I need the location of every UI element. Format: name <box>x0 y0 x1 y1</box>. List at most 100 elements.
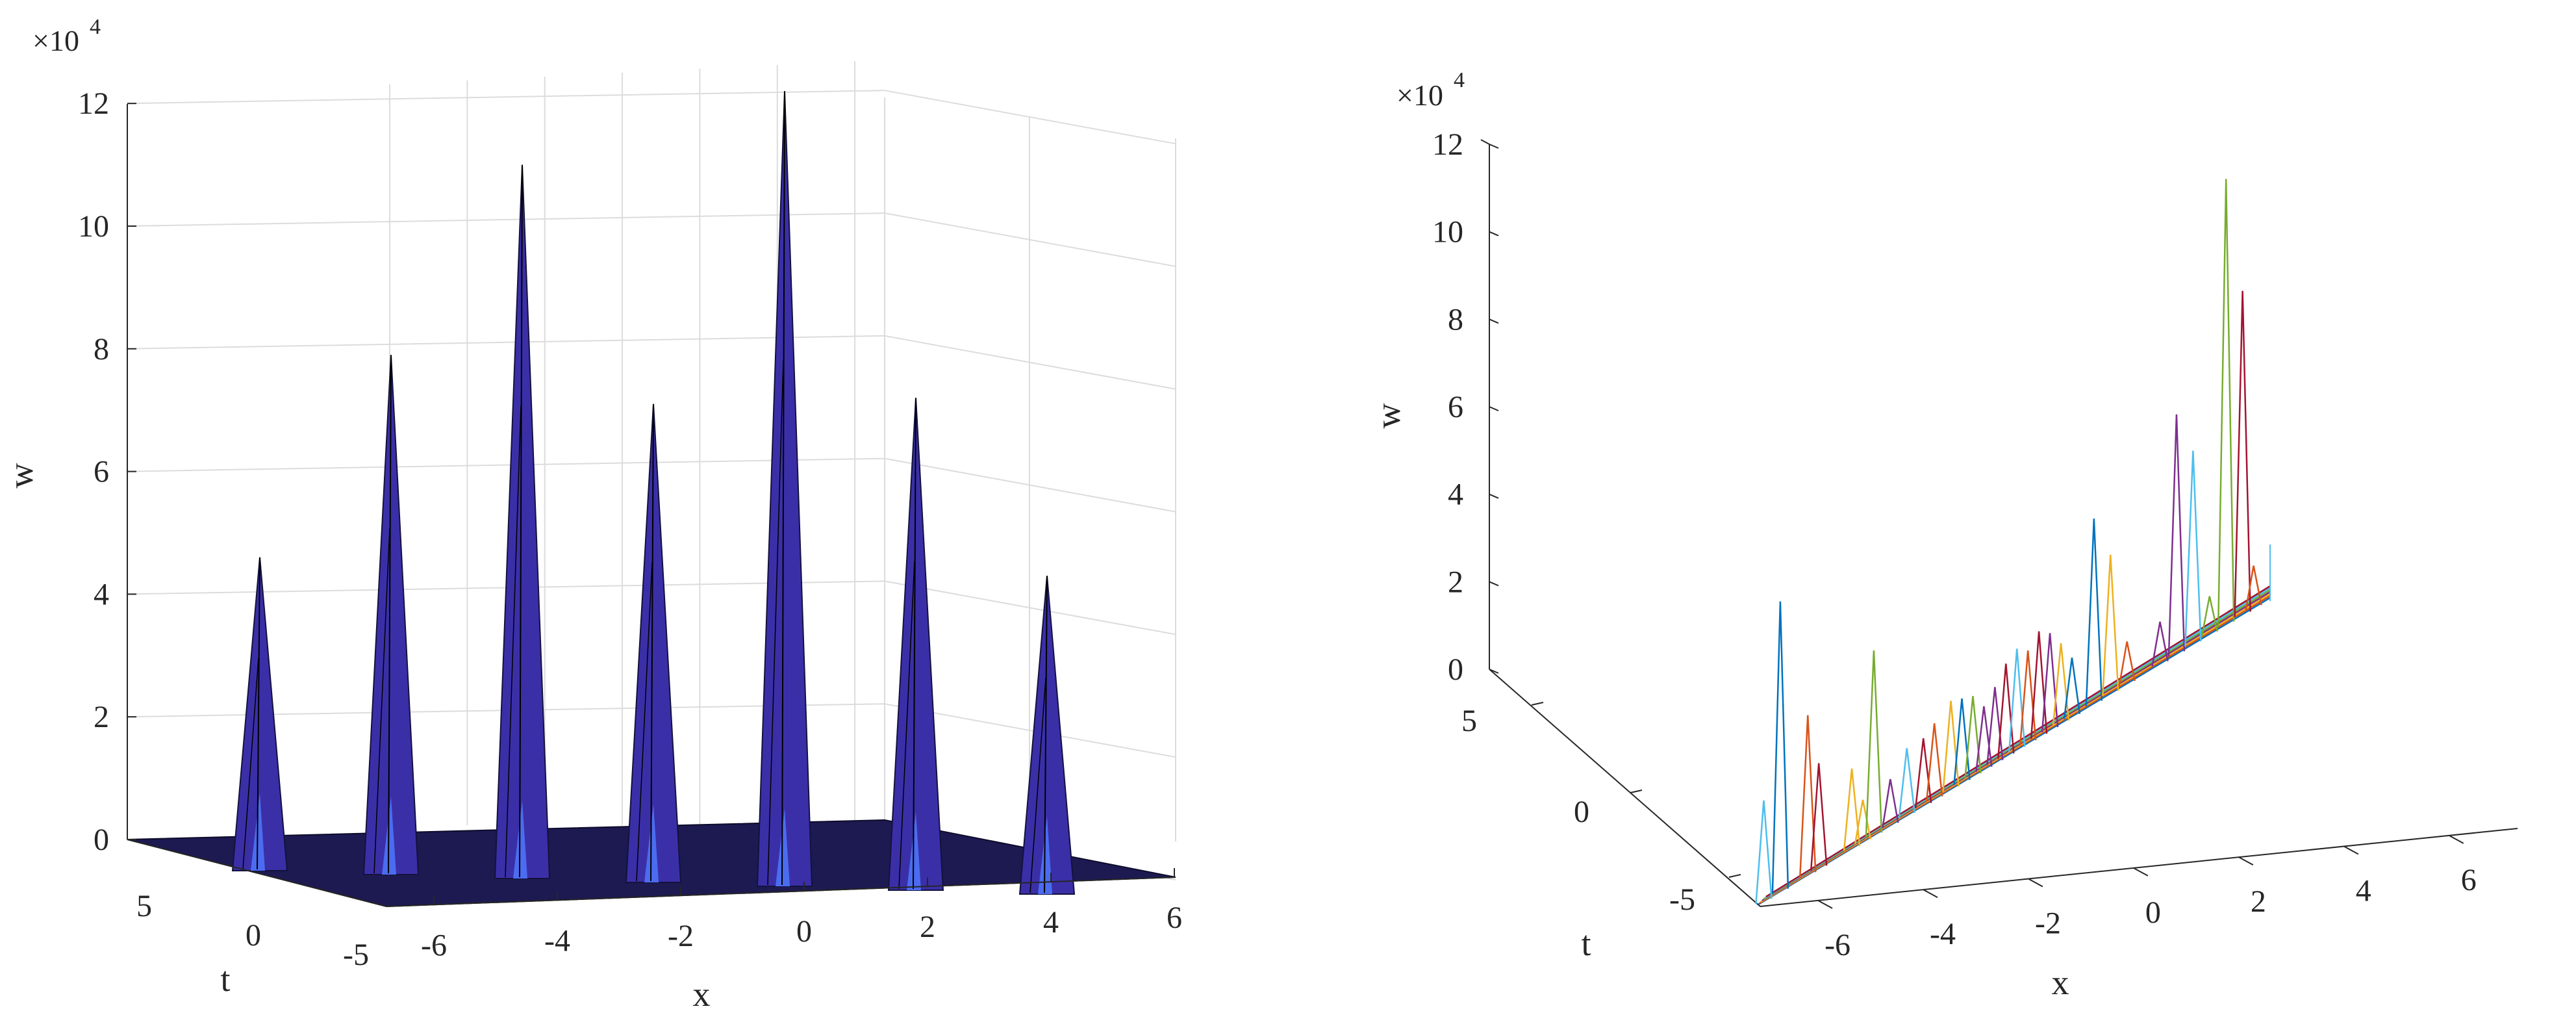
right-peak-line <box>1843 768 1861 851</box>
left-peak-ridge <box>1044 576 1048 893</box>
right-x-tick-label: 6 <box>2461 863 2477 897</box>
right-peak-line <box>2063 658 2081 719</box>
right-base-line <box>1765 585 2271 898</box>
left-x-tick-label: 6 <box>1167 901 1182 935</box>
right-z-tick-label: 2 <box>1448 565 1463 599</box>
right-t-tick-label: -5 <box>1669 882 1695 917</box>
left-peak-line <box>505 405 522 878</box>
right-peak-line <box>1755 800 1773 904</box>
left-z-exponent: 4 <box>90 15 101 39</box>
left-peak-line <box>242 658 259 870</box>
right-peak-line <box>1854 799 1872 845</box>
left-peak-ridge <box>650 404 654 882</box>
right-x-tick-label: -2 <box>2035 906 2061 941</box>
right-z-tick-label: 12 <box>1432 127 1463 162</box>
right-lines <box>1755 179 2271 906</box>
right-z-tick-label: 0 <box>1448 652 1463 687</box>
right-xlabel: x <box>2052 963 2069 1002</box>
right-x-tick <box>2133 867 2149 877</box>
left-z-tick-label: 6 <box>94 455 109 489</box>
left-t-tick-label: -5 <box>343 938 369 972</box>
left-x-tick-label: -2 <box>668 919 694 953</box>
left-peak-ridge <box>913 398 916 890</box>
right-peak-line <box>2151 621 2169 667</box>
right-axes: 0 2 4 6 8 10 12 5 0 -5 -6 -4 -2 0 2 4 6 <box>1432 127 2518 962</box>
left-peak-ridge <box>781 91 785 886</box>
right-z-axis-cap <box>1480 139 1490 145</box>
right-peak-line <box>1810 763 1828 871</box>
right-peak-line <box>1898 748 1916 819</box>
right-zlabel: w <box>1369 404 1408 429</box>
right-peak-line <box>1771 601 1789 894</box>
right-x-tick-label: -6 <box>1825 928 1850 962</box>
right-line-chart: 0 2 4 6 8 10 12 5 0 -5 -6 -4 -2 0 2 4 6 w x t ×10 4 <box>1369 68 2518 1002</box>
left-x-tick-label: 4 <box>1043 905 1059 940</box>
right-peak-line <box>2167 414 2186 657</box>
left-peak-line <box>636 562 653 882</box>
right-x-tick-label: 4 <box>2356 874 2371 908</box>
right-t-tick <box>1728 874 1741 878</box>
right-z-tick <box>1489 231 1499 237</box>
right-x-tick <box>1923 889 1938 899</box>
left-peak-line <box>898 561 915 890</box>
right-x-tick <box>2238 856 2254 866</box>
left-x-tick-label: -6 <box>421 928 447 962</box>
left-peak-ridge <box>388 355 392 874</box>
left-x-axis <box>386 877 1176 907</box>
left-ylabel: t <box>220 960 230 999</box>
right-t-axis <box>1489 669 1761 907</box>
right-peak-line <box>1865 650 1883 838</box>
right-x-tick <box>2449 834 2464 844</box>
right-t-tick <box>1630 789 1643 793</box>
left-z-tick-label: 0 <box>94 823 109 857</box>
right-z-tick-label: 6 <box>1448 390 1463 424</box>
left-z-tick-label: 10 <box>78 209 109 244</box>
right-z-tick-label: 10 <box>1432 215 1463 250</box>
left-peak-line <box>767 360 784 886</box>
left-x-tick-label: 2 <box>920 910 935 944</box>
right-peak-line <box>1799 715 1817 878</box>
left-t-axis <box>127 839 387 907</box>
right-z-tick <box>1489 406 1499 411</box>
right-z-tick <box>1489 581 1499 587</box>
right-peak-line <box>2234 290 2251 617</box>
left-z-tick-label: 4 <box>94 577 109 611</box>
left-xlabel: x <box>693 975 711 1014</box>
right-peak-line <box>1925 723 1943 802</box>
right-x-tick-label: -4 <box>1930 917 1956 951</box>
right-peak-line <box>2085 518 2103 706</box>
right-x-tick-label: 0 <box>2145 895 2161 930</box>
left-z-gridline <box>127 90 1176 145</box>
left-peaks <box>231 91 1076 895</box>
left-z-gridline <box>127 335 1176 390</box>
right-peak-line <box>1942 700 1960 792</box>
right-t-tick-label: 0 <box>1574 795 1589 829</box>
right-peak-line <box>2041 633 2059 733</box>
left-z-multiplier: ×10 <box>32 24 79 57</box>
left-z-tick-label: 12 <box>78 86 109 121</box>
right-z-tick-label: 4 <box>1448 478 1463 512</box>
right-z-tick <box>1489 669 1499 674</box>
right-peak-line <box>2102 554 2119 697</box>
left-z-tick-label: 2 <box>94 700 109 734</box>
right-peak-line <box>2052 643 2070 726</box>
left-t-tick-label: 0 <box>246 918 261 953</box>
left-x-tick-label: 0 <box>796 914 812 949</box>
right-peak-line <box>1882 778 1899 828</box>
right-z-exponent: 4 <box>1454 68 1465 92</box>
right-x-tick <box>2028 878 2043 888</box>
left-peak-ridge <box>257 557 260 870</box>
right-z-tick-label: 8 <box>1448 302 1463 337</box>
right-peak-line <box>2184 450 2202 647</box>
right-peak-line <box>2217 179 2235 627</box>
left-x-tick-label: -4 <box>544 923 570 958</box>
right-x-axis <box>1760 828 2518 907</box>
left-peak-ridge <box>519 164 523 878</box>
right-z-tick <box>1489 318 1499 324</box>
right-peak-line <box>2118 641 2136 687</box>
right-x-tick <box>1817 899 1833 909</box>
left-peak-line <box>1029 678 1046 893</box>
